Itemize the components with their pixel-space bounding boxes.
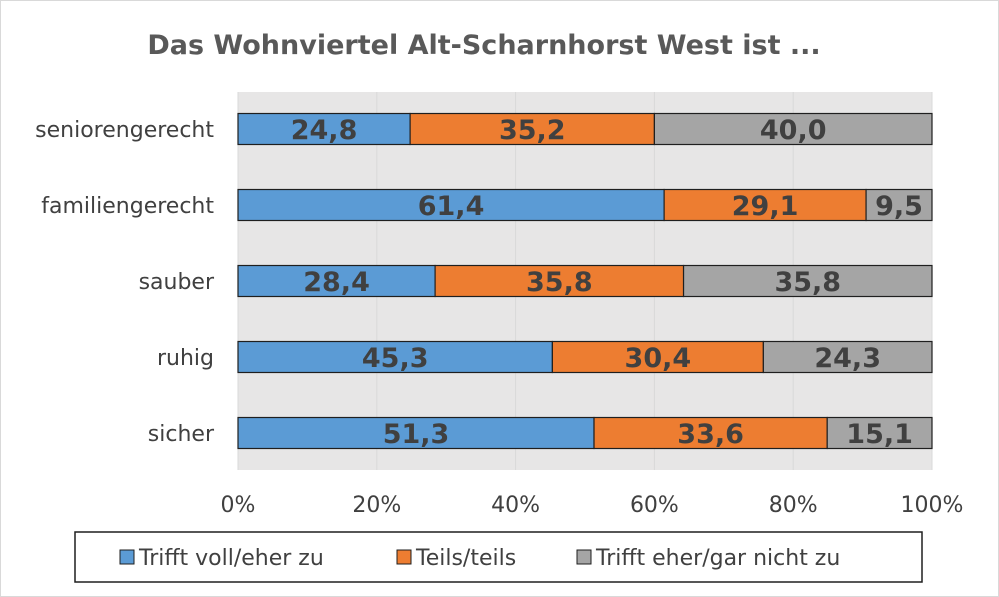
data-label: 24,3 bbox=[814, 343, 881, 374]
bar-segment bbox=[551, 340, 764, 374]
bar-segment bbox=[653, 112, 933, 146]
bar-segment bbox=[237, 188, 665, 222]
legend: Trifft voll/eher zu Teils/teils Trifft ehe… bbox=[74, 531, 923, 583]
category-label: ruhig bbox=[157, 346, 214, 371]
data-label: 35,8 bbox=[526, 267, 593, 298]
data-label: 30,4 bbox=[625, 343, 692, 374]
data-label: 40,0 bbox=[760, 115, 827, 146]
bar-segment bbox=[237, 264, 436, 298]
legend-swatch bbox=[576, 549, 592, 565]
bar-segment bbox=[237, 340, 553, 374]
data-label: 51,3 bbox=[383, 419, 450, 450]
value-axis: 0% 20% 40% 60% 80% 100% bbox=[221, 493, 964, 518]
x-tick-label: 100% bbox=[901, 493, 964, 518]
x-tick-label: 60% bbox=[630, 493, 679, 518]
bar-segment bbox=[434, 264, 685, 298]
legend-label: Trifft voll/eher zu bbox=[138, 546, 324, 571]
bar-segment bbox=[826, 416, 933, 450]
data-label: 24,8 bbox=[291, 115, 358, 146]
data-label: 45,3 bbox=[362, 343, 429, 374]
legend-label: Trifft eher/gar nicht zu bbox=[595, 546, 840, 571]
legend-swatch bbox=[119, 549, 135, 565]
data-label: 61,4 bbox=[418, 191, 485, 222]
category-label: sauber bbox=[139, 270, 215, 295]
x-tick-label: 40% bbox=[491, 493, 540, 518]
legend-swatch bbox=[396, 549, 412, 565]
data-labels: 24,8 35,2 40,0 61,4 29,1 9,5 28,4 35,8 35,8 45,3 3… bbox=[291, 115, 923, 450]
category-label: familiengerecht bbox=[41, 194, 214, 219]
legend-label: Teils/teils bbox=[415, 546, 516, 571]
category-label: sicher bbox=[148, 422, 215, 447]
data-label: 33,6 bbox=[677, 419, 744, 450]
bars bbox=[237, 112, 933, 450]
bar-segment bbox=[682, 264, 933, 298]
bar-segment bbox=[237, 416, 595, 450]
x-tick-label: 0% bbox=[221, 493, 256, 518]
bar-segment bbox=[865, 188, 933, 222]
data-label: 35,8 bbox=[774, 267, 841, 298]
legend-box bbox=[74, 531, 923, 583]
chart-title: Das Wohnviertel Alt-Scharnhorst West ist… bbox=[147, 30, 820, 61]
data-label: 9,5 bbox=[875, 191, 923, 222]
data-label: 28,4 bbox=[303, 267, 370, 298]
category-label: seniorengerecht bbox=[35, 118, 214, 143]
x-tick-label: 20% bbox=[352, 493, 401, 518]
x-tick-label: 80% bbox=[769, 493, 818, 518]
data-label: 15,1 bbox=[846, 419, 913, 450]
data-label: 35,2 bbox=[499, 115, 566, 146]
bar-segment bbox=[762, 340, 933, 374]
data-label: 29,1 bbox=[732, 191, 799, 222]
bar-segment bbox=[663, 188, 867, 222]
category-axis: seniorengerecht familiengerecht sauber ruhi… bbox=[35, 118, 215, 447]
